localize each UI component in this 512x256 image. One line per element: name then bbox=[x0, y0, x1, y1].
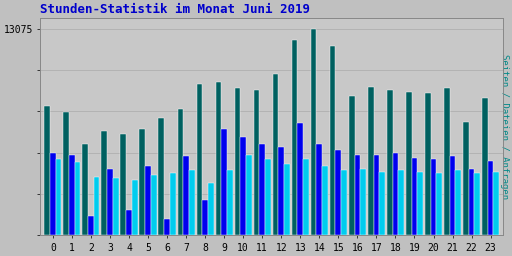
Bar bbox=[292, 40, 297, 235]
Bar bbox=[145, 166, 151, 235]
Bar bbox=[303, 159, 309, 235]
Bar bbox=[354, 155, 360, 235]
Bar bbox=[406, 92, 412, 235]
Bar bbox=[82, 144, 88, 235]
Bar bbox=[216, 82, 221, 235]
Bar bbox=[425, 93, 431, 235]
Bar bbox=[159, 118, 164, 235]
Y-axis label: Seiten / Dateien / Anfragen: Seiten / Dateien / Anfragen bbox=[500, 54, 508, 199]
Bar bbox=[107, 169, 113, 235]
Bar bbox=[88, 216, 94, 235]
Bar bbox=[322, 166, 328, 235]
Bar bbox=[234, 89, 240, 235]
Bar bbox=[240, 137, 246, 235]
Bar bbox=[360, 169, 366, 235]
Bar bbox=[349, 96, 354, 235]
Bar bbox=[455, 170, 461, 235]
Bar bbox=[113, 178, 118, 235]
Bar bbox=[151, 175, 157, 235]
Bar bbox=[273, 74, 279, 235]
Bar bbox=[488, 161, 494, 235]
Bar bbox=[208, 183, 214, 235]
Bar bbox=[132, 180, 138, 235]
Bar bbox=[436, 174, 442, 235]
Bar bbox=[450, 156, 455, 235]
Text: Stunden-Statistik im Monat Juni 2019: Stunden-Statistik im Monat Juni 2019 bbox=[40, 4, 310, 16]
Bar bbox=[330, 46, 335, 235]
Bar bbox=[202, 200, 208, 235]
Bar bbox=[197, 84, 202, 235]
Bar bbox=[412, 158, 417, 235]
Bar bbox=[183, 156, 189, 235]
Bar bbox=[279, 147, 284, 235]
Bar bbox=[227, 170, 233, 235]
Bar bbox=[374, 155, 379, 235]
Bar bbox=[260, 144, 265, 235]
Bar bbox=[431, 159, 436, 235]
Bar bbox=[468, 169, 475, 235]
Bar bbox=[139, 130, 145, 235]
Bar bbox=[335, 150, 341, 235]
Bar bbox=[101, 131, 107, 235]
Bar bbox=[56, 159, 61, 235]
Bar bbox=[69, 155, 75, 235]
Bar bbox=[164, 219, 170, 235]
Bar bbox=[120, 134, 126, 235]
Bar bbox=[475, 174, 480, 235]
Bar bbox=[379, 172, 385, 235]
Bar bbox=[482, 98, 488, 235]
Bar bbox=[444, 89, 450, 235]
Bar bbox=[170, 174, 176, 235]
Bar bbox=[221, 130, 227, 235]
Bar bbox=[284, 164, 290, 235]
Bar bbox=[126, 210, 132, 235]
Bar bbox=[316, 144, 322, 235]
Bar bbox=[341, 170, 347, 235]
Bar bbox=[63, 112, 69, 235]
Bar bbox=[494, 172, 499, 235]
Bar bbox=[253, 90, 260, 235]
Bar bbox=[393, 153, 398, 235]
Bar bbox=[463, 122, 468, 235]
Bar bbox=[368, 87, 374, 235]
Bar bbox=[297, 123, 303, 235]
Bar bbox=[387, 90, 393, 235]
Bar bbox=[178, 109, 183, 235]
Bar bbox=[45, 106, 50, 235]
Bar bbox=[189, 170, 195, 235]
Bar bbox=[50, 153, 56, 235]
Bar bbox=[265, 159, 271, 235]
Bar bbox=[94, 177, 99, 235]
Bar bbox=[311, 29, 316, 235]
Bar bbox=[417, 172, 423, 235]
Bar bbox=[75, 163, 80, 235]
Bar bbox=[398, 170, 404, 235]
Bar bbox=[246, 155, 252, 235]
